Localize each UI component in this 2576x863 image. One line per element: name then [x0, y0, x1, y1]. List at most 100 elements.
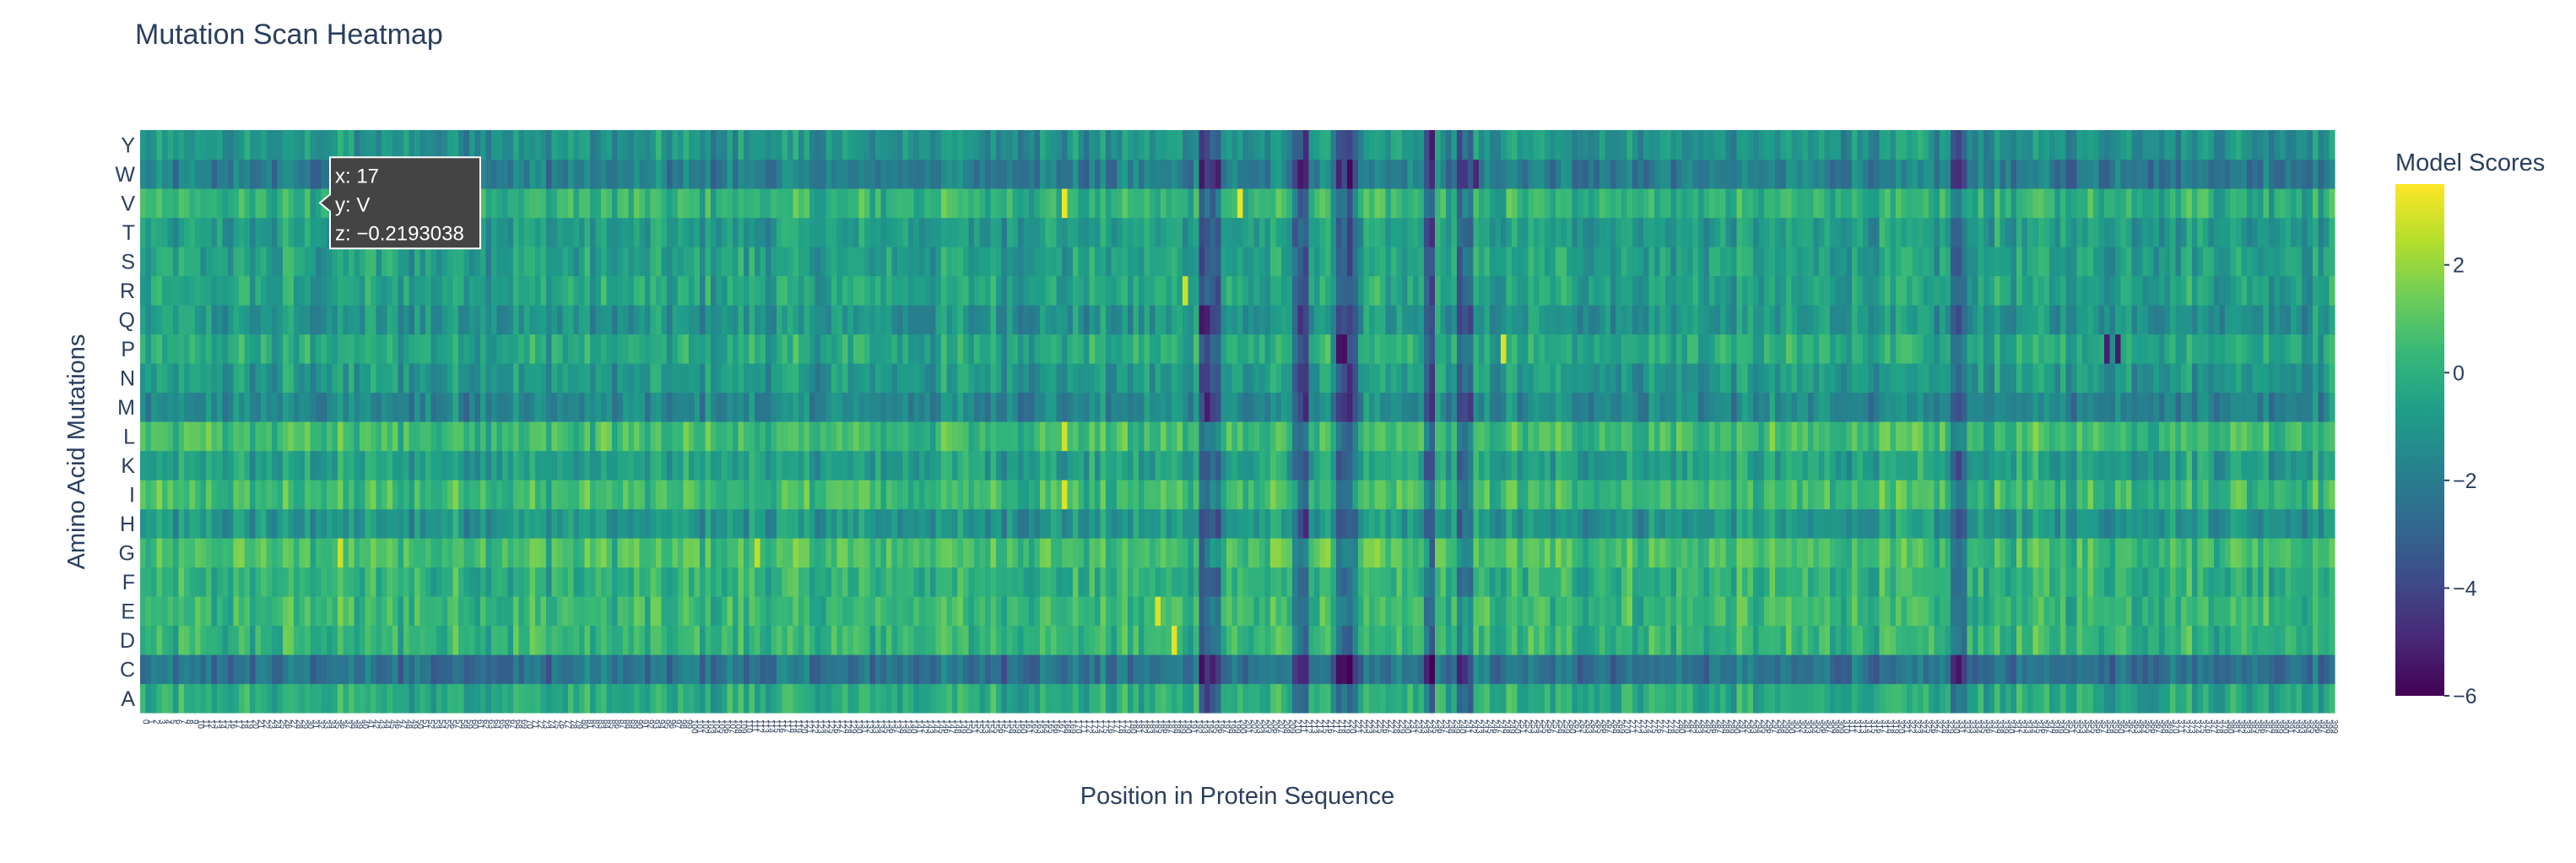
- heatmap-cell[interactable]: [804, 450, 810, 480]
- heatmap-cell[interactable]: [1797, 567, 1804, 597]
- heatmap-cell[interactable]: [299, 508, 306, 539]
- heatmap-cell[interactable]: [1473, 363, 1480, 394]
- heatmap-cell[interactable]: [2269, 421, 2276, 452]
- heatmap-cell[interactable]: [1659, 596, 1666, 627]
- heatmap-cell[interactable]: [2192, 596, 2199, 627]
- heatmap-cell[interactable]: [2291, 392, 2297, 422]
- heatmap-cell[interactable]: [957, 363, 964, 394]
- heatmap-cell[interactable]: [2302, 567, 2308, 597]
- heatmap-cell[interactable]: [2208, 625, 2215, 655]
- heatmap-cell[interactable]: [2219, 567, 2226, 597]
- heatmap-cell[interactable]: [217, 625, 224, 655]
- heatmap-cell[interactable]: [1484, 421, 1491, 452]
- heatmap-cell[interactable]: [1989, 450, 1995, 480]
- heatmap-cell[interactable]: [650, 538, 657, 568]
- heatmap-cell[interactable]: [1495, 508, 1502, 539]
- heatmap-cell[interactable]: [1446, 625, 1453, 655]
- heatmap-cell[interactable]: [1429, 567, 1436, 597]
- heatmap-cell[interactable]: [162, 654, 169, 685]
- heatmap-cell[interactable]: [2098, 363, 2105, 394]
- heatmap-cell[interactable]: [579, 363, 586, 394]
- heatmap-cell[interactable]: [1012, 596, 1019, 627]
- heatmap-cell[interactable]: [1095, 480, 1101, 510]
- heatmap-cell[interactable]: [343, 421, 349, 452]
- heatmap-cell[interactable]: [1978, 480, 1984, 510]
- heatmap-cell[interactable]: [847, 567, 854, 597]
- heatmap-cell[interactable]: [1929, 567, 1935, 597]
- heatmap-cell[interactable]: [261, 538, 268, 568]
- heatmap-cell[interactable]: [2291, 480, 2297, 510]
- heatmap-cell[interactable]: [1084, 625, 1090, 655]
- heatmap-cell[interactable]: [985, 596, 992, 627]
- heatmap-cell[interactable]: [1347, 421, 1354, 452]
- heatmap-cell[interactable]: [568, 596, 575, 627]
- heatmap-cell[interactable]: [2181, 508, 2188, 539]
- heatmap-cell[interactable]: [1539, 450, 1545, 480]
- heatmap-cell[interactable]: [1242, 421, 1249, 452]
- heatmap-cell[interactable]: [447, 654, 454, 685]
- heatmap-cell[interactable]: [2115, 508, 2122, 539]
- heatmap-cell[interactable]: [332, 683, 338, 714]
- heatmap-cell[interactable]: [1703, 392, 1710, 422]
- heatmap-cell[interactable]: [2252, 683, 2259, 714]
- heatmap-cell[interactable]: [1703, 480, 1710, 510]
- heatmap-cell[interactable]: [2016, 508, 2023, 539]
- heatmap-cell[interactable]: [1139, 480, 1145, 510]
- heatmap-cell[interactable]: [1018, 567, 1025, 597]
- heatmap-cell[interactable]: [1956, 625, 1962, 655]
- heatmap-cell[interactable]: [2313, 508, 2319, 539]
- heatmap-cell[interactable]: [2093, 450, 2100, 480]
- heatmap-cell[interactable]: [617, 567, 624, 597]
- heatmap-cell[interactable]: [1599, 538, 1606, 568]
- heatmap-cell[interactable]: [623, 654, 630, 685]
- heatmap-cell[interactable]: [853, 683, 860, 714]
- heatmap-cell[interactable]: [557, 683, 564, 714]
- heatmap-cell[interactable]: [858, 596, 865, 627]
- heatmap-cell[interactable]: [376, 625, 382, 655]
- heatmap-cell[interactable]: [167, 421, 174, 452]
- heatmap-cell[interactable]: [1501, 625, 1507, 655]
- heatmap-cell[interactable]: [902, 392, 909, 422]
- heatmap-cell[interactable]: [338, 392, 344, 422]
- heatmap-cell[interactable]: [162, 538, 169, 568]
- heatmap-cell[interactable]: [771, 538, 777, 568]
- heatmap-cell[interactable]: [1007, 538, 1014, 568]
- heatmap-cell[interactable]: [952, 450, 959, 480]
- heatmap-cell[interactable]: [573, 508, 580, 539]
- heatmap-cell[interactable]: [886, 683, 893, 714]
- heatmap-cell[interactable]: [277, 392, 284, 422]
- heatmap-cell[interactable]: [1385, 450, 1392, 480]
- heatmap-cell[interactable]: [1588, 421, 1595, 452]
- heatmap-cell[interactable]: [321, 538, 327, 568]
- heatmap-cell[interactable]: [1166, 508, 1172, 539]
- heatmap-cell[interactable]: [283, 508, 290, 539]
- heatmap-cell[interactable]: [162, 683, 169, 714]
- heatmap-cell[interactable]: [2065, 392, 2072, 422]
- heatmap-cell[interactable]: [398, 334, 404, 364]
- heatmap-cell[interactable]: [1193, 567, 1200, 597]
- heatmap-cell[interactable]: [919, 625, 926, 655]
- heatmap-cell[interactable]: [782, 625, 788, 655]
- heatmap-cell[interactable]: [1253, 538, 1260, 568]
- heatmap-cell[interactable]: [1901, 392, 1908, 422]
- heatmap-cell[interactable]: [551, 654, 558, 685]
- heatmap-cell[interactable]: [661, 392, 668, 422]
- heatmap-cell[interactable]: [1632, 596, 1639, 627]
- heatmap-cell[interactable]: [2307, 450, 2314, 480]
- heatmap-cell[interactable]: [1155, 683, 1161, 714]
- heatmap-cell[interactable]: [1907, 538, 1913, 568]
- heatmap-cell[interactable]: [1896, 508, 1902, 539]
- heatmap-cell[interactable]: [343, 363, 349, 394]
- heatmap-cell[interactable]: [1133, 625, 1139, 655]
- heatmap-cell[interactable]: [804, 334, 810, 364]
- heatmap-cell[interactable]: [1106, 450, 1112, 480]
- heatmap-cell[interactable]: [1106, 363, 1112, 394]
- heatmap-cell[interactable]: [1775, 363, 1782, 394]
- heatmap-cell[interactable]: [2175, 538, 2182, 568]
- heatmap-cell[interactable]: [634, 538, 641, 568]
- heatmap-cell[interactable]: [1012, 683, 1019, 714]
- heatmap-cell[interactable]: [897, 392, 904, 422]
- heatmap-cell[interactable]: [722, 450, 728, 480]
- heatmap-cell[interactable]: [656, 596, 663, 627]
- heatmap-cell[interactable]: [733, 334, 739, 364]
